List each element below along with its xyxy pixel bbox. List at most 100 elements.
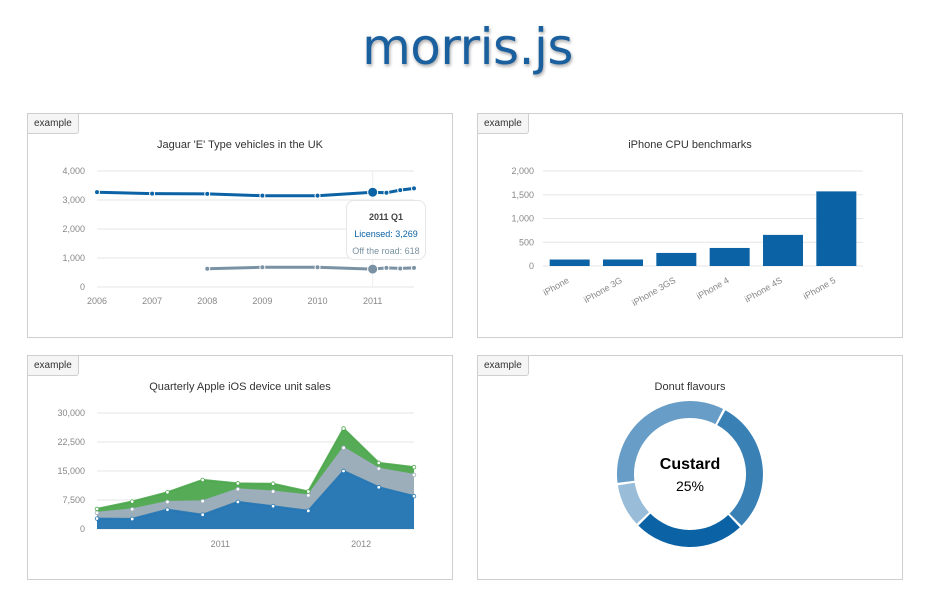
x-tick-label: 2008 (197, 296, 217, 306)
donut-chart-panel: example Donut flavours Custard 25% (477, 355, 903, 580)
data-point (411, 493, 417, 499)
x-tick-label: iPhone (541, 275, 570, 298)
y-tick-label: 1,000 (62, 253, 85, 263)
data-point (235, 486, 241, 492)
x-tick-label: iPhone 3GS (630, 275, 677, 308)
chart-title: Donut flavours (654, 381, 726, 393)
data-point (270, 481, 276, 486)
data-point (306, 489, 311, 494)
data-point (341, 445, 346, 450)
x-tick-label: 2006 (87, 296, 107, 306)
data-point (149, 190, 156, 197)
data-point (306, 493, 311, 498)
x-tick-label: iPhone 4S (743, 275, 784, 304)
area-chart[interactable]: 30,000 22,500 15,000 7,500 0 2011 2012 (28, 356, 454, 581)
data-point (200, 512, 205, 517)
data-point (270, 503, 276, 509)
donut-center-value: 25% (675, 478, 705, 494)
x-tick-label: iPhone 3G (582, 275, 624, 305)
y-tick-label: 1,000 (511, 214, 534, 224)
data-point (411, 264, 417, 271)
x-tick-label: iPhone 4 (695, 275, 731, 301)
donut-chart[interactable] (478, 356, 904, 581)
bar (763, 234, 803, 266)
data-point (376, 460, 381, 466)
donut-slice (638, 513, 740, 547)
y-tick-label: 0 (80, 282, 85, 292)
data-point (204, 190, 211, 197)
area-fill-1 (97, 471, 414, 529)
x-tick-label: 2011 (211, 539, 230, 549)
data-point (94, 516, 100, 521)
data-point (411, 464, 417, 470)
y-tick-label: 500 (519, 237, 534, 247)
x-tick-label: 2011 (363, 296, 382, 306)
data-point (411, 185, 417, 192)
hover-line2: Off the road: 618 (352, 246, 420, 256)
hover-tooltip: 2011 Q1 Licensed: 3,269 Off the road: 61… (346, 200, 426, 260)
hover-header: 2011 Q1 (368, 212, 404, 222)
data-point (259, 192, 266, 199)
donut-slice (717, 410, 763, 526)
y-tick-label: 0 (80, 524, 85, 534)
example-tag[interactable]: example (27, 355, 79, 376)
data-point (397, 187, 404, 194)
bar (709, 247, 750, 266)
data-point (270, 489, 276, 494)
data-point (367, 263, 379, 275)
data-point (130, 516, 135, 522)
y-tick-label: 1,500 (511, 190, 534, 200)
y-tick-label: 15,000 (57, 466, 85, 476)
y-tick-label: 7,500 (62, 495, 85, 505)
bar (656, 252, 697, 266)
data-point (341, 468, 346, 474)
data-point (200, 477, 205, 483)
bar (816, 191, 857, 266)
example-tag[interactable]: example (477, 113, 529, 134)
area-line-2 (96, 446, 415, 514)
data-point (306, 508, 311, 514)
data-point (235, 499, 241, 505)
donut-center-label: Custard (659, 456, 721, 473)
chart-title: Jaguar 'E' Type vehicles in the UK (156, 139, 324, 151)
x-tick-label: iPhone 5 (802, 275, 838, 301)
example-tag[interactable]: example (477, 355, 529, 376)
area-line-1 (96, 469, 415, 520)
area-line-3 (96, 426, 415, 510)
example-tag[interactable]: example (27, 113, 79, 134)
data-point (314, 264, 321, 271)
line-chart-panel: example Jaguar 'E' Type vehicles in the … (27, 113, 453, 338)
data-point (94, 189, 100, 196)
data-point (411, 472, 417, 478)
data-point (165, 507, 170, 512)
data-point (165, 499, 170, 505)
data-point (341, 426, 346, 431)
donut-slice (616, 401, 724, 483)
y-tick-label: 2,000 (511, 166, 534, 176)
donut-slice (617, 482, 649, 524)
data-point (314, 192, 321, 199)
data-point (94, 510, 100, 515)
chart-title: iPhone CPU benchmarks (628, 139, 752, 151)
x-tick-label: 2010 (308, 296, 328, 306)
data-point (383, 189, 390, 196)
y-tick-label: 0 (529, 261, 534, 271)
data-point (165, 490, 170, 495)
x-tick-label: 2007 (142, 296, 162, 306)
bar (603, 259, 643, 266)
bar-chart-panel: example iPhone CPU benchmarks 2,000 1,500… (477, 113, 903, 338)
y-tick-label: 3,000 (62, 195, 85, 205)
x-tick-label: 2009 (252, 296, 272, 306)
data-point (130, 499, 135, 504)
y-tick-label: 4,000 (62, 166, 85, 176)
data-point (94, 506, 100, 512)
data-point (259, 264, 266, 271)
data-point (235, 481, 241, 486)
y-tick-label: 22,500 (57, 437, 85, 447)
data-point (130, 507, 135, 512)
data-point (376, 485, 381, 490)
hover-line1: Licensed: 3,269 (354, 229, 418, 239)
y-tick-label: 30,000 (57, 408, 85, 418)
